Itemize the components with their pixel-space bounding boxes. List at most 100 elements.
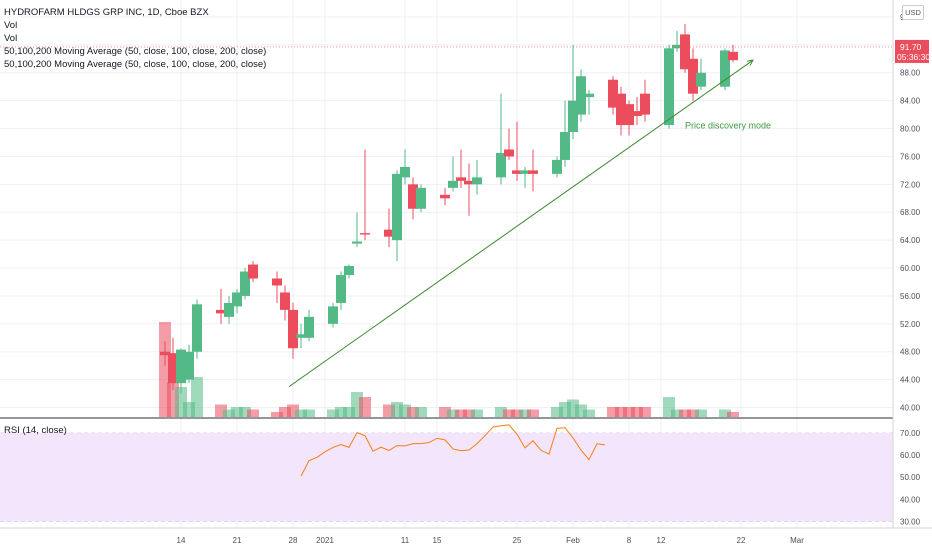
candle-body <box>296 334 306 338</box>
price-tick-label: 64.00 <box>900 236 921 245</box>
candle-body <box>576 76 586 115</box>
candle-body <box>496 152 506 178</box>
volume-bar <box>727 412 739 417</box>
date-tick-label: 22 <box>737 536 746 545</box>
study-ma-2[interactable]: 50,100,200 Moving Average (50, close, 10… <box>4 59 267 70</box>
rsi-tick-label: 40.00 <box>900 495 921 504</box>
volume-bar <box>583 409 595 417</box>
rsi-tick-label: 70.00 <box>900 429 921 438</box>
time-axis[interactable]: 14 21 28 2021 11 15 25 Feb 8 12 22 Mar <box>177 536 805 545</box>
candle-body <box>280 292 290 310</box>
price-axis[interactable]: 40.00 44.00 48.00 52.00 56.00 60.00 64.00 68.00… <box>900 13 921 413</box>
volume-bar <box>239 407 251 417</box>
candle-body <box>680 34 690 70</box>
rsi-tick-label: 60.00 <box>900 451 921 460</box>
date-tick-label: Feb <box>566 536 580 545</box>
candle-body <box>664 48 674 126</box>
candle-body <box>304 316 314 338</box>
candle-body <box>552 159 562 174</box>
volume-bar <box>719 409 731 417</box>
candle-body <box>464 180 474 185</box>
candle-body <box>568 100 578 133</box>
candle-body <box>328 306 338 324</box>
date-tick-label: 15 <box>433 536 442 545</box>
volume-bar <box>463 409 475 417</box>
volume-bar <box>511 409 523 417</box>
last-price-value: 91.70 <box>900 42 922 52</box>
symbol-title[interactable]: HYDROFARM HLDGS GRP INC, 1D, Cboe BZX <box>4 7 209 18</box>
price-tick-label: 88.00 <box>900 69 921 78</box>
candle-body <box>240 271 250 296</box>
candle-body <box>728 51 738 61</box>
candle-body <box>352 241 362 244</box>
volume-bar <box>607 407 619 417</box>
candle-body <box>272 278 282 286</box>
price-tick-label: 44.00 <box>900 376 921 385</box>
annotation-text[interactable]: Price discovery mode <box>685 121 771 131</box>
volume-bar <box>639 407 651 417</box>
volume-bar <box>327 409 339 417</box>
candle-body <box>360 233 370 235</box>
study-vol-2[interactable]: Vol <box>4 33 18 44</box>
price-tick-label: 72.00 <box>900 180 921 189</box>
date-tick-label: 8 <box>627 536 632 545</box>
candle-body <box>248 264 258 279</box>
candle-body <box>560 132 570 160</box>
volume-bar <box>191 377 203 417</box>
volume-bar <box>679 409 691 417</box>
volume-bar <box>439 407 451 417</box>
candle-body <box>528 170 538 174</box>
candle-body <box>408 184 418 209</box>
candle-body <box>440 194 450 199</box>
candle-body <box>632 111 642 116</box>
price-tick-label: 68.00 <box>900 208 921 217</box>
volume-bar <box>303 409 315 417</box>
trend-line[interactable] <box>288 59 754 388</box>
volume-bar <box>231 407 243 417</box>
rsi-band <box>0 433 893 522</box>
rsi-axis[interactable]: 30.00 40.00 50.00 60.00 70.00 <box>900 429 921 526</box>
last-price-tag: 91.70 05:36:30 <box>895 39 930 63</box>
volume-bar <box>359 397 371 417</box>
volume-bar <box>407 407 419 417</box>
study-vol-1[interactable]: Vol <box>4 20 18 31</box>
date-tick-label: 11 <box>401 536 410 545</box>
date-tick-label: 2021 <box>316 536 334 545</box>
countdown-value: 05:36:30 <box>897 52 930 62</box>
candle-body <box>288 309 298 349</box>
rsi-line <box>300 424 606 477</box>
volume-bar <box>695 409 707 417</box>
volume-bar <box>623 407 635 417</box>
candle-body <box>176 349 186 384</box>
price-tick-label: 40.00 <box>900 404 921 413</box>
candle-body <box>696 72 706 87</box>
candle-body <box>216 309 226 314</box>
candle-body <box>616 93 626 126</box>
volume-bar <box>447 409 459 417</box>
candle-body <box>344 265 354 276</box>
volume-bar <box>471 409 483 417</box>
volume-bars <box>159 322 739 417</box>
volume-bar <box>519 409 531 417</box>
candle-body <box>456 177 466 181</box>
candle-body <box>400 166 410 178</box>
volume-bar <box>415 407 427 417</box>
candle-body <box>472 177 482 185</box>
rsi-study-label[interactable]: RSI (14, close) <box>4 425 67 436</box>
price-tick-label: 52.00 <box>900 320 921 329</box>
candle-body <box>640 93 650 115</box>
volume-bar <box>551 407 563 417</box>
date-tick-label: 21 <box>233 536 242 545</box>
candle-body <box>512 170 522 174</box>
candle-body <box>192 304 202 352</box>
chart-legend: HYDROFARM HLDGS GRP INC, 1D, Cboe BZX Vo… <box>4 6 266 71</box>
date-tick-label: 28 <box>289 536 298 545</box>
study-ma-1[interactable]: 50,100,200 Moving Average (50, close, 10… <box>4 46 267 57</box>
currency-button[interactable]: USD <box>902 5 924 20</box>
rsi-tick-label: 30.00 <box>900 517 921 526</box>
candle-body <box>168 353 178 384</box>
volume-bar <box>247 409 259 417</box>
volume-bar <box>503 409 515 417</box>
volume-bar <box>615 407 627 417</box>
